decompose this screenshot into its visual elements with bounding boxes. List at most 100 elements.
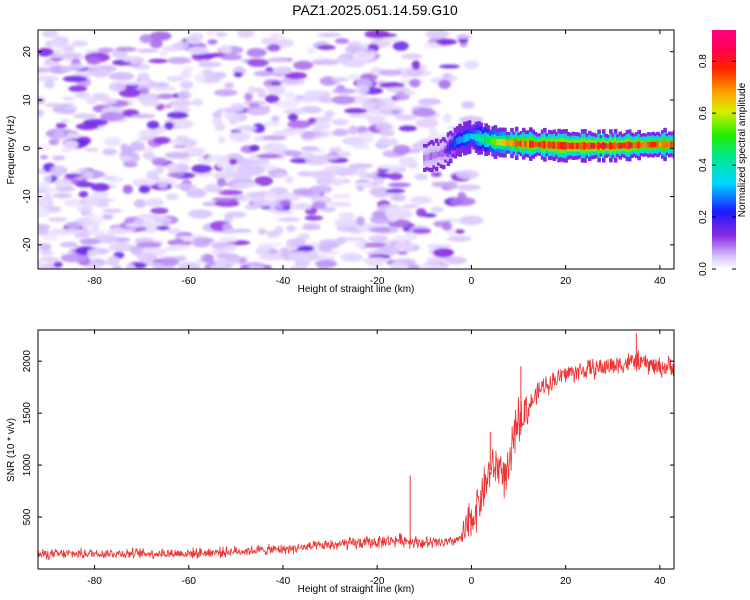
signal-cell: [519, 140, 524, 147]
noise-blob: [265, 57, 289, 63]
colorbar-gradient: [712, 30, 736, 269]
noise-blob: [224, 82, 235, 89]
noise-blob: [83, 212, 96, 217]
signal-cell: [517, 141, 521, 146]
signal-cell: [512, 140, 517, 146]
noise-blob: [344, 108, 368, 114]
signal-cell: [425, 154, 429, 161]
noise-blob: [222, 223, 233, 231]
signal-cell: [644, 142, 648, 148]
signal-cell: [637, 141, 641, 149]
noise-blob: [59, 103, 72, 108]
signal-cell: [470, 133, 474, 139]
noise-blob: [38, 144, 51, 151]
noise-blob: [394, 114, 417, 121]
noise-blob: [297, 233, 310, 241]
noise-blob: [290, 150, 301, 159]
noise-blob: [398, 156, 417, 167]
noise-blob: [317, 97, 336, 103]
signal-cell: [437, 151, 441, 157]
signal-cell: [599, 143, 604, 149]
noise-blob: [274, 38, 295, 48]
noise-blob: [313, 120, 331, 131]
signal-cell: [496, 139, 500, 146]
noise-blob: [450, 197, 476, 206]
snr-x-label: Height of straight line (km): [298, 584, 415, 595]
noise-blob: [427, 127, 438, 136]
noise-blob: [273, 66, 293, 75]
spectrogram-panel: -80 -60 -40 -20 0 20 40 -20 -10 0 10 20 Height of …: [6, 29, 675, 295]
noise-blob: [286, 225, 296, 232]
signal-cell: [587, 142, 592, 150]
noise-blob: [146, 170, 159, 181]
noise-blob: [284, 175, 294, 184]
noise-blob: [426, 30, 447, 39]
noise-blob: [254, 176, 273, 186]
signal-cell: [559, 142, 564, 150]
noise-blob: [38, 109, 45, 117]
snr-panel: -80 -60 -40 -20 0 20 40 500 1000 1500 2000 Height…: [6, 329, 675, 595]
x-tick-label: -20: [370, 576, 385, 587]
noise-blob: [356, 216, 365, 226]
noise-blob: [162, 220, 172, 226]
noise-blob: [139, 34, 153, 44]
noise-blob: [412, 228, 432, 234]
noise-blob: [348, 113, 372, 119]
noise-blob: [376, 247, 398, 257]
noise-blob: [332, 193, 351, 199]
signal-cell: [578, 143, 583, 149]
noise-blob: [431, 181, 453, 188]
noise-blob: [389, 262, 409, 269]
noise-blob: [172, 144, 187, 149]
x-tick-label: 0: [469, 576, 475, 587]
noise-blob: [86, 229, 105, 235]
signal-cell: [524, 140, 528, 147]
noise-blob: [214, 200, 240, 207]
noise-blob: [356, 126, 368, 134]
signal-cell: [592, 142, 597, 149]
noise-blob: [228, 158, 238, 166]
signal-cell: [477, 134, 481, 142]
noise-blob: [315, 260, 338, 268]
noise-blob: [38, 208, 51, 218]
noise-blob: [334, 218, 358, 227]
noise-blob: [216, 107, 237, 113]
noise-blob: [59, 241, 78, 248]
noise-blob: [297, 245, 315, 252]
noise-blob: [257, 90, 267, 98]
noise-blob: [329, 202, 353, 207]
noise-blob: [301, 225, 321, 231]
noise-blob: [123, 161, 138, 168]
noise-blob: [102, 208, 123, 213]
x-tick-label: -20: [370, 276, 385, 287]
noise-blob: [84, 147, 100, 152]
noise-blob: [131, 245, 143, 256]
noise-blob: [213, 89, 238, 97]
noise-blob: [97, 47, 115, 53]
noise-blob: [290, 202, 314, 209]
noise-blob: [38, 182, 51, 189]
noise-blob: [266, 230, 279, 237]
noise-blob: [41, 233, 59, 241]
noise-blob: [246, 165, 265, 176]
noise-blob: [248, 102, 260, 108]
noise-blob: [38, 67, 53, 73]
noise-blob: [61, 109, 75, 115]
noise-blob: [447, 235, 472, 242]
noise-blob: [270, 33, 280, 38]
noise-blob: [224, 243, 237, 252]
noise-blob: [218, 189, 243, 196]
noise-blob: [86, 56, 102, 65]
signal-band: [423, 120, 674, 173]
noise-blob: [215, 31, 228, 38]
noise-blob: [212, 111, 223, 119]
noise-blob: [112, 49, 127, 59]
chart-title: PAZ1.2025.051.14.59.G10: [292, 2, 458, 18]
noise-blob: [461, 101, 475, 109]
noise-blob: [207, 39, 218, 45]
noise-blob: [44, 80, 55, 89]
colorbar-label: Normalized spectral amplitude: [737, 82, 748, 217]
signal-cell: [573, 142, 578, 149]
signal-cell: [481, 136, 486, 142]
